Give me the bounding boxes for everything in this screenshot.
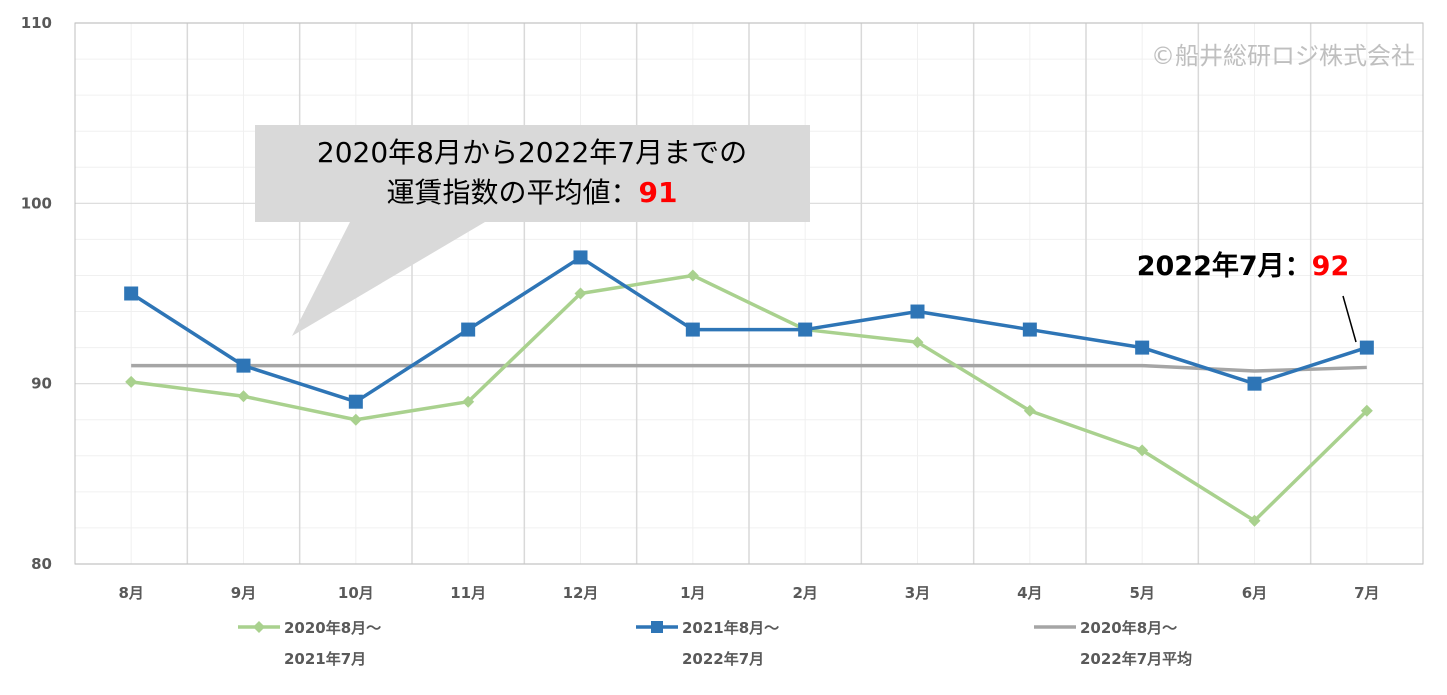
data-point-diamond (237, 390, 250, 403)
callout-average-value: 91 (639, 176, 678, 209)
latest-annotation: 2022年7月：92 (1137, 250, 1357, 343)
data-point-square (1359, 340, 1374, 355)
x-tick-label: 3月 (905, 584, 930, 602)
major-gridlines (75, 22, 1423, 565)
data-point-diamond (686, 269, 699, 282)
legend-entry: 2021年8月～ 2022年7月 (636, 619, 779, 668)
y-tick-label: 80 (31, 555, 52, 573)
data-point-diamond (911, 336, 924, 349)
callout-box (255, 125, 810, 336)
legend-entry: 2020年8月～ 2021年7月 (238, 619, 381, 668)
data-point-square (573, 250, 588, 265)
data-point-diamond (1248, 514, 1261, 527)
legend-entry: 2020年8月～ 2022年7月平均 (1034, 619, 1192, 668)
x-tick-label: 9月 (231, 584, 256, 602)
data-point-square (461, 322, 476, 337)
x-tick-label: 4月 (1017, 584, 1042, 602)
y-axis-ticks: 80 90 100 110 (21, 14, 52, 573)
x-tick-label: 11月 (450, 584, 486, 602)
legend-label-line1: 2021年8月～ (682, 619, 779, 637)
data-point-square (910, 304, 925, 319)
x-tick-label: 1月 (680, 584, 705, 602)
legend-label-line2: 2021年7月 (284, 650, 366, 668)
y-tick-label: 100 (21, 194, 52, 212)
average-callout: 2020年8月から2022年7月までの 運賃指数の平均値：91 (255, 125, 810, 336)
data-point-diamond (462, 395, 475, 408)
callout-line2-prefix: 運賃指数の平均値： (387, 176, 639, 209)
callout-line2: 運賃指数の平均値：91 (387, 176, 678, 209)
x-tick-label: 6月 (1242, 584, 1267, 602)
x-tick-label: 5月 (1129, 584, 1154, 602)
data-point-diamond (125, 375, 138, 388)
legend-swatch-marker (651, 621, 663, 633)
legend-label-line1: 2020年8月～ (1080, 619, 1177, 637)
series-line (130, 255, 1368, 404)
series-line (130, 273, 1369, 523)
x-tick-label: 12月 (563, 584, 599, 602)
data-point-diamond (1360, 404, 1373, 417)
plot-area (74, 22, 1424, 565)
data-point-diamond (349, 413, 362, 426)
data-point-square (1247, 376, 1262, 391)
copyright-text: ©船井総研ロジ株式会社 (1151, 42, 1415, 70)
legend-label-line2: 2022年7月平均 (1080, 650, 1192, 668)
y-tick-label: 90 (31, 375, 52, 393)
legend: 2020年8月～2021年7月2021年8月～2022年7月2020年8月～20… (238, 619, 1192, 668)
x-tick-label: 10月 (338, 584, 374, 602)
data-point-square (236, 358, 251, 373)
data-point-square (685, 322, 700, 337)
series-layer (124, 250, 1374, 527)
data-point-square (348, 394, 363, 409)
data-point-diamond (1136, 444, 1149, 457)
annotation-value: 92 (1312, 251, 1350, 282)
data-point-square (1022, 322, 1037, 337)
annotation-label: 2022年7月：92 (1137, 250, 1350, 282)
x-tick-label: 8月 (118, 584, 143, 602)
data-point-square (798, 322, 813, 337)
data-point-diamond (1023, 404, 1036, 417)
x-tick-label: 7月 (1354, 584, 1379, 602)
data-point-square (1135, 340, 1150, 355)
legend-swatch-marker (253, 621, 265, 633)
annotation-leader-line (1342, 295, 1357, 343)
legend-label-line1: 2020年8月～ (284, 619, 381, 637)
series-line (131, 363, 1367, 373)
x-axis-ticks: 8月 9月 10月 11月 12月 1月 2月 3月 4月 5月 6月 7月 (118, 584, 1379, 602)
data-point-diamond (574, 287, 587, 300)
legend-label-line2: 2022年7月 (682, 650, 764, 668)
y-tick-label: 110 (21, 14, 52, 32)
callout-line1: 2020年8月から2022年7月までの (317, 136, 747, 169)
x-tick-label: 2月 (792, 584, 817, 602)
data-point-square (124, 286, 139, 301)
annotation-prefix: 2022年7月： (1137, 250, 1312, 282)
